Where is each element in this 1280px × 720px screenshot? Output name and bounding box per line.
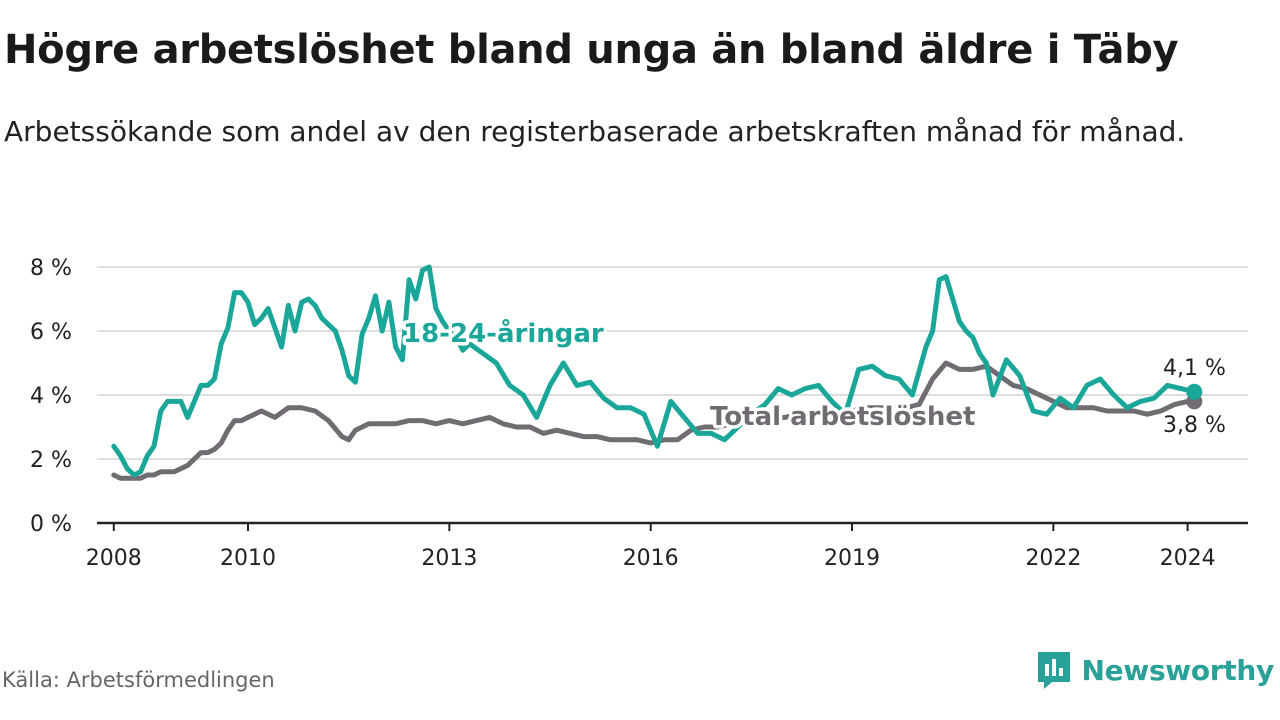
series-line-total [111,360,1197,481]
series-line-youth [111,264,1197,478]
y-tick-label: 2 % [30,448,72,473]
y-tick-label: 6 % [30,320,72,345]
x-tick-label: 2008 [86,546,142,571]
brand-name: Newsworthy [1081,653,1275,687]
source-note: Källa: Arbetsförmedlingen [2,668,275,692]
series-label-total: Total arbetslöshet [710,402,975,432]
x-tick-label: 2024 [1160,546,1216,571]
x-tick-label: 2010 [220,546,276,571]
newsworthy-logo-icon [1037,652,1070,689]
x-tick-label: 2022 [1025,546,1081,571]
brand-logo: Newsworthy [1036,650,1274,690]
end-point-youth [1186,383,1203,400]
y-tick-label: 0 % [30,512,72,537]
end-label-youth: 4,1 % [1163,356,1226,381]
x-tick-label: 2013 [421,546,477,571]
series-label-youth: 18-24-åringar [403,317,604,349]
end-label-total: 3,8 % [1163,413,1226,438]
x-tick-label: 2019 [824,546,880,571]
y-tick-label: 4 % [30,384,72,409]
chart-subtitle: Arbetssökande som andel av den registerb… [4,115,1186,148]
y-tick-label: 8 % [30,256,72,281]
x-tick-label: 2016 [623,546,679,571]
chart-title: Högre arbetslöshet bland unga än bland ä… [4,27,1179,73]
